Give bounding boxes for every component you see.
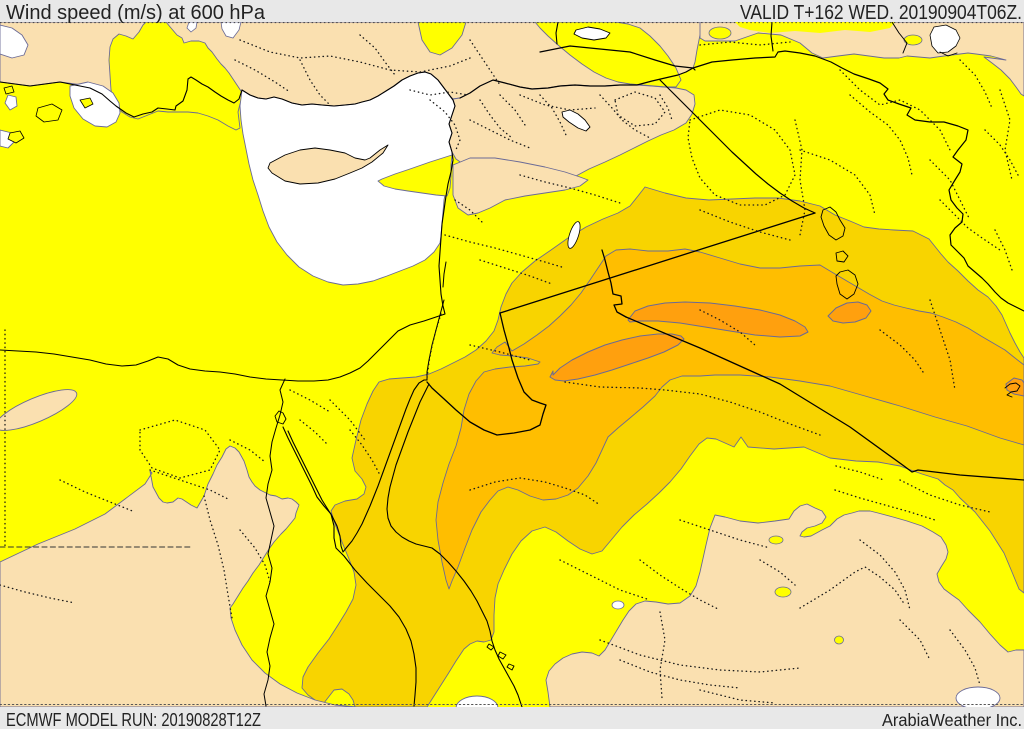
- svg-text:VALID T+162 WED. 20190904T06Z.: VALID T+162 WED. 20190904T06Z.: [740, 2, 1022, 24]
- svg-text:ECMWF MODEL RUN: 20190828T12Z: ECMWF MODEL RUN: 20190828T12Z: [6, 709, 261, 729]
- svg-text:ArabiaWeather Inc.: ArabiaWeather Inc.: [882, 710, 1022, 729]
- svg-text:Wind speed (m/s) at 600 hPa: Wind speed (m/s) at 600 hPa: [6, 2, 266, 24]
